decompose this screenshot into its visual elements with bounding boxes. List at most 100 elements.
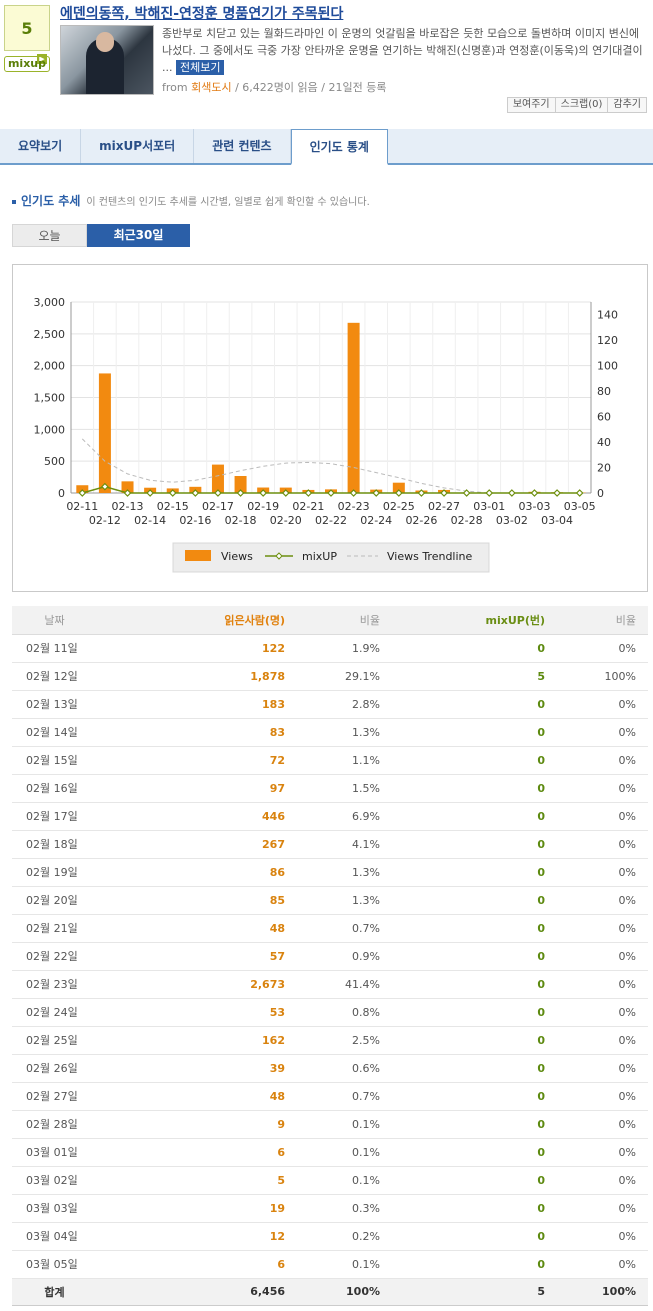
y-left-tick-label: 0 [58,487,65,500]
table-row: 02월 24일 53 0.8% 0 0% [12,998,648,1027]
row-ratio: 0.1% [287,1166,382,1195]
row-mixup-ratio: 0% [547,634,648,663]
mixup-point [508,489,516,497]
total-views: 6,456 [97,1278,287,1306]
row-ratio: 1.3% [287,858,382,887]
x-tick-label: 02-19 [247,500,279,513]
show-button[interactable]: 보여주기 [508,98,556,112]
row-mixup-ratio: 0% [547,914,648,943]
row-date: 02월 12일 [12,662,97,691]
row-date: 02월 13일 [12,690,97,719]
row-mixup: 0 [382,858,547,887]
legend-label-mixup: mixUP [302,550,337,563]
mixup-point [78,489,87,497]
row-views: 12 [97,1222,287,1251]
mixup-button[interactable]: mixup [4,56,50,72]
row-views: 83 [97,718,287,747]
row-views: 39 [97,1054,287,1083]
row-date: 03월 01일 [12,1138,97,1167]
row-ratio: 1.3% [287,718,382,747]
table-row: 02월 18일 267 4.1% 0 0% [12,830,648,859]
row-mixup: 0 [382,774,547,803]
full-view-button[interactable]: 전체보기 [176,60,225,75]
table-row: 02월 27일 48 0.7% 0 0% [12,1082,648,1111]
tab-related-content[interactable]: 관련 컨텐츠 [194,129,291,163]
views-trendline [81,438,580,494]
row-ratio: 41.4% [287,970,382,999]
mixup-point [440,489,448,497]
mixup-point [575,489,584,497]
scrap-button[interactable]: 스크랩(0) [556,98,609,112]
period-30days-button[interactable]: 최근30일 [87,224,190,247]
row-date: 02월 19일 [12,858,97,887]
mixup-counter[interactable]: 5 ▶ mixup [4,5,50,72]
section-title: 인기도 추세 이 컨텐츠의 인기도 추세를 시간별, 일별로 쉽게 확인할 수 있… [12,192,370,209]
row-mixup: 0 [382,1194,547,1223]
y-right-tick-label: 140 [597,309,618,322]
row-date: 02월 24일 [12,998,97,1027]
mixup-point [191,489,200,497]
table-row: 02월 12일 1,878 29.1% 5 100% [12,662,648,691]
row-ratio: 0.1% [287,1250,382,1279]
tab-mixup-supporter[interactable]: mixUP서포터 [81,129,195,163]
table-row: 02월 20일 85 1.3% 0 0% [12,886,648,915]
hide-button[interactable]: 감추기 [613,99,641,110]
x-tick-label: 02-13 [112,500,144,513]
period-today-button[interactable]: 오늘 [12,224,87,247]
legend-marker-mixup [275,552,283,560]
row-mixup-ratio: 0% [547,718,648,747]
table-row: 02월 11일 122 1.9% 0 0% [12,634,648,663]
table-row: 03월 03일 19 0.3% 0 0% [12,1194,648,1223]
tab-summary[interactable]: 요약보기 [0,129,82,163]
table-row: 03월 01일 6 0.1% 0 0% [12,1138,648,1167]
y-left-tick-label: 2,000 [34,360,66,373]
row-mixup: 5 [382,662,547,691]
mixup-point [417,489,426,497]
row-mixup-ratio: 0% [547,858,648,887]
row-ratio: 1.3% [287,886,382,915]
popularity-chart: 0 500 1,000 1,500 2,000 2,500 3,000 0 20 40 60 80 10… [12,264,648,592]
mixup-point [214,489,222,497]
table-body: 02월 11일 122 1.9% 0 0% 02월 12일 1,878 29.1% 5 100% 0… [12,634,648,1306]
row-views: 446 [97,802,287,831]
row-ratio: 0.2% [287,1222,382,1251]
content-header: 5 ▶ mixup 에덴의동쪽, 박해진-연정훈 명품연기가 주목된다 종반부로… [0,0,653,118]
row-mixup-ratio: 0% [547,942,648,971]
x-tick-label: 02-26 [405,514,437,527]
tab-popularity-stats[interactable]: 인기도 통계 [290,129,388,165]
mixup-point [259,489,268,497]
mixup-point [101,482,109,491]
x-tick-label: 03-04 [541,514,573,527]
total-mixup: 5 [382,1278,547,1306]
row-mixup-ratio: 0% [547,886,648,915]
article-thumbnail[interactable] [60,25,154,95]
table-row: 03월 02일 5 0.1% 0 0% [12,1166,648,1195]
row-mixup: 0 [382,746,547,775]
y-right-tick-label: 40 [597,436,611,449]
row-views: 6 [97,1250,287,1279]
x-tick-label: 02-20 [270,514,302,527]
row-views: 2,673 [97,970,287,999]
table-total-row: 합계 6,456 100% 5 100% [12,1278,648,1306]
x-tick-label: 03-01 [473,500,505,513]
y-left-tick-label: 1,500 [34,392,66,405]
x-tick-label: 02-12 [89,514,121,527]
article-meta: from 회색도시 / 6,422명이 읽음 / 21일전 등록 [162,81,387,94]
y-left-tick-label: 1,000 [34,423,66,436]
play-arrow-icon[interactable]: ▶ [37,54,47,64]
row-ratio: 2.5% [287,1026,382,1055]
table-row: 02월 16일 97 1.5% 0 0% [12,774,648,803]
mixup-point [372,489,381,497]
row-ratio: 0.7% [287,914,382,943]
table-row: 02월 14일 83 1.3% 0 0% [12,718,648,747]
row-ratio: 0.9% [287,942,382,971]
y-right-tick-label: 60 [597,411,611,424]
source-link[interactable]: 회색도시 [191,81,232,94]
header-views: 읽은사람(명) [97,606,287,635]
row-views: 48 [97,914,287,943]
table-row: 02월 23일 2,673 41.4% 0 0% [12,970,648,999]
row-views: 122 [97,634,287,663]
mixup-count[interactable]: 5 [4,5,50,51]
article-title-link[interactable]: 에덴의동쪽, 박해진-연정훈 명품연기가 주목된다 [60,6,344,22]
row-views: 5 [97,1166,287,1195]
